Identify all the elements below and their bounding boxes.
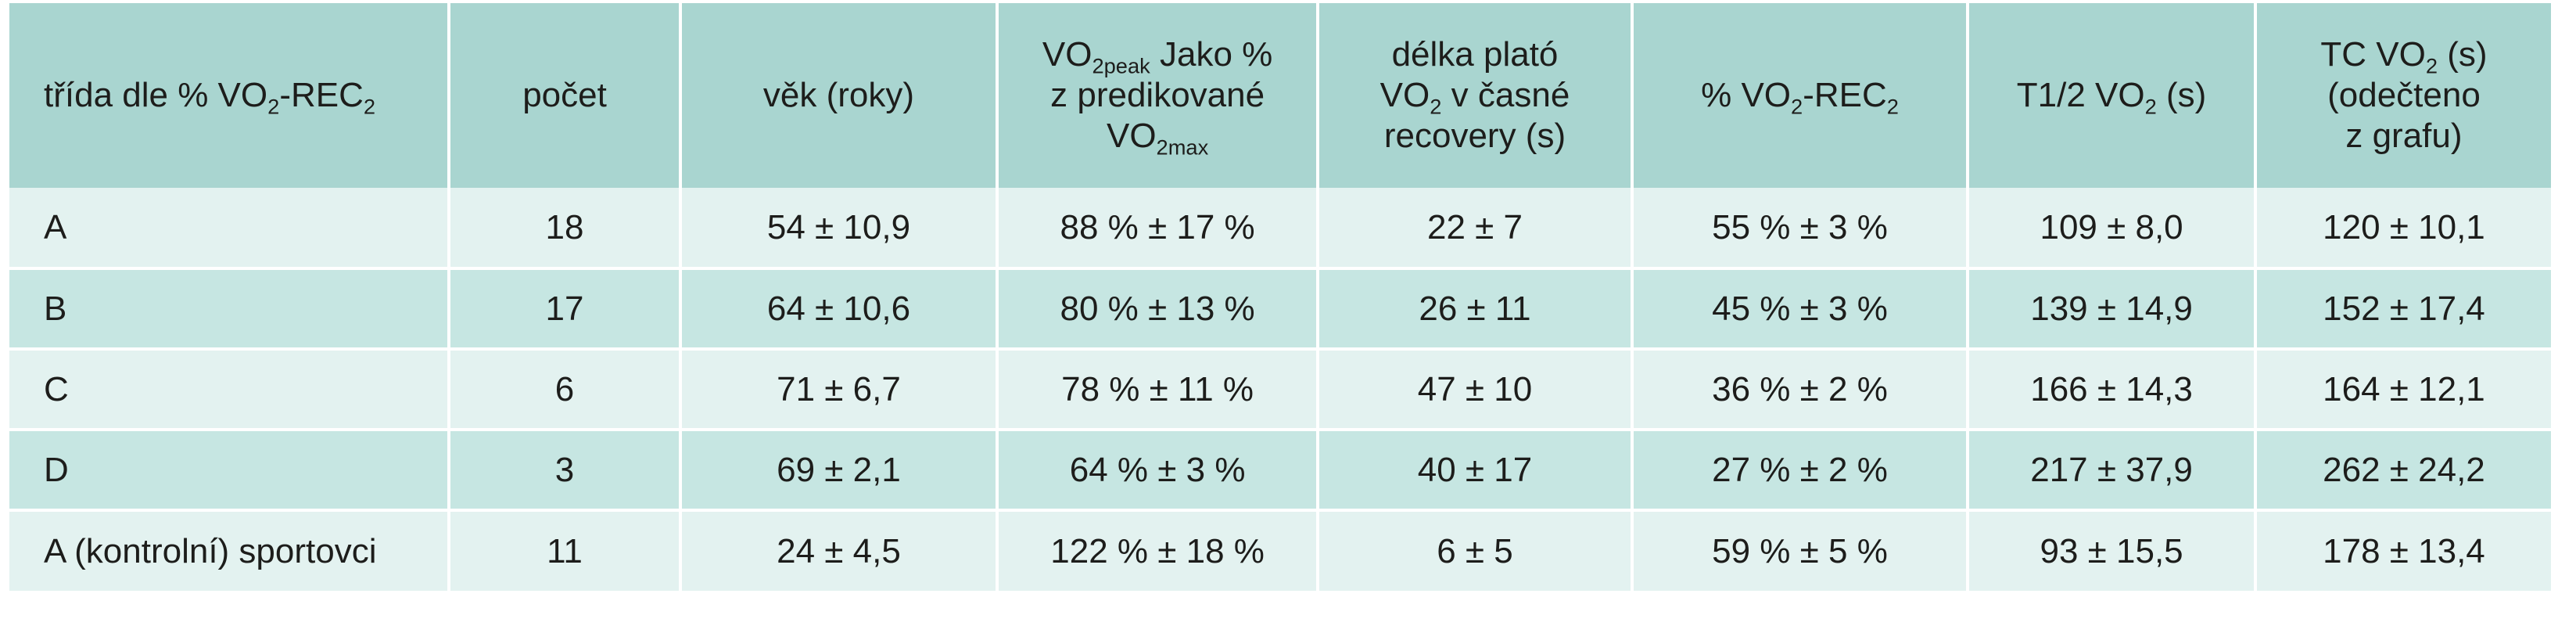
cell-tc: 152 ± 17,4 [2255, 267, 2551, 349]
cell-vo2peak: 78 % ± 11 % [997, 347, 1320, 430]
cell-vek: 71 ± 6,7 [680, 347, 999, 430]
table-row: B 17 64 ± 10,6 80 % ± 13 % 26 ± 11 45 % … [9, 267, 2551, 349]
cell-pocet: 18 [449, 188, 682, 268]
header-pocet: počet [449, 3, 682, 188]
cell-pocet: 17 [449, 267, 682, 349]
cell-vek: 54 ± 10,9 [680, 188, 999, 268]
cell-vo2-rec: 55 % ± 3 % [1631, 188, 1970, 268]
cell-plato: 22 ± 7 [1318, 188, 1634, 268]
header-row: třída dle % VO2-REC2 počet věk (roky) VO… [9, 3, 2551, 188]
table-body: A 18 54 ± 10,9 88 % ± 17 % 22 ± 7 55 % ±… [9, 188, 2551, 591]
cell-pocet: 11 [449, 509, 682, 591]
cell-tc: 120 ± 10,1 [2323, 207, 2485, 246]
cell-trida: D [9, 428, 451, 510]
cell-tc: 164 ± 12,1 [2255, 347, 2551, 430]
cell-plato: 6 ± 5 [1318, 509, 1634, 591]
cell-vek: 64 ± 10,6 [680, 267, 999, 349]
cell-vo2peak: 122 % ± 18 % [997, 509, 1320, 591]
cell-vo2-rec: 59 % ± 5 % [1631, 509, 1970, 591]
cell-plato: 26 ± 11 [1318, 267, 1634, 349]
header-tc: TC VO2 (s) (odečteno z grafu) [2320, 35, 2488, 155]
cell-trida: B [9, 267, 451, 349]
cell-pocet: 3 [449, 428, 682, 510]
header-vo2peak: VO2peak Jako % z predikované VO2max [997, 3, 1320, 188]
header-vo2-rec: % VO2-REC2 [1631, 3, 1970, 188]
cell-vek: 69 ± 2,1 [680, 428, 999, 510]
header-plato: délka plató VO2 v časné recovery (s) [1318, 3, 1634, 188]
table-row: A (kontrolní) sportovci 11 24 ± 4,5 122 … [9, 509, 2551, 591]
cell-plato: 40 ± 17 [1318, 428, 1634, 510]
header-t12: T1/2 VO2 (s) [1968, 3, 2257, 188]
cell-vo2-rec: 45 % ± 3 % [1631, 267, 1970, 349]
header-trida: třída dle % VO2-REC2 [9, 3, 451, 188]
cell-vo2peak: 64 % ± 3 % [997, 428, 1320, 510]
cell-plato: 47 ± 10 [1318, 347, 1634, 430]
cell-t12: 166 ± 14,3 [1968, 347, 2257, 430]
cell-t12: 93 ± 15,5 [1968, 509, 2257, 591]
header-trida-text: třída dle % VO2-REC2 [44, 76, 376, 119]
cell-trida: A (kontrolní) sportovci [9, 509, 451, 591]
cell-vo2-rec: 36 % ± 2 % [1631, 347, 1970, 430]
table-row: A 18 54 ± 10,9 88 % ± 17 % 22 ± 7 55 % ±… [9, 188, 2551, 268]
cell-vo2peak: 88 % ± 17 % [997, 188, 1320, 268]
cell-trida: A [9, 188, 451, 268]
results-table: třída dle % VO2-REC2 počet věk (roky) VO… [9, 3, 2551, 591]
table-row: D 3 69 ± 2,1 64 % ± 3 % 40 ± 17 27 % ± 2… [9, 428, 2551, 510]
cell-vo2peak: 80 % ± 13 % [997, 267, 1320, 349]
table-row: C 6 71 ± 6,7 78 % ± 11 % 47 ± 10 36 % ± … [9, 347, 2551, 430]
cell-pocet: 6 [449, 347, 682, 430]
cell-t12: 139 ± 14,9 [1968, 267, 2257, 349]
table-header: třída dle % VO2-REC2 počet věk (roky) VO… [9, 3, 2551, 188]
cell-tc: 178 ± 13,4 [2255, 509, 2551, 591]
cell-vo2-rec: 27 % ± 2 % [1631, 428, 1970, 510]
cell-trida: C [9, 347, 451, 430]
cell-t12: 217 ± 37,9 [1968, 428, 2257, 510]
cell-tc: 262 ± 24,2 [2255, 428, 2551, 510]
cell-vek: 24 ± 4,5 [680, 509, 999, 591]
cell-t12: 109 ± 8,0 [1968, 188, 2257, 268]
header-vek: věk (roky) [680, 3, 999, 188]
